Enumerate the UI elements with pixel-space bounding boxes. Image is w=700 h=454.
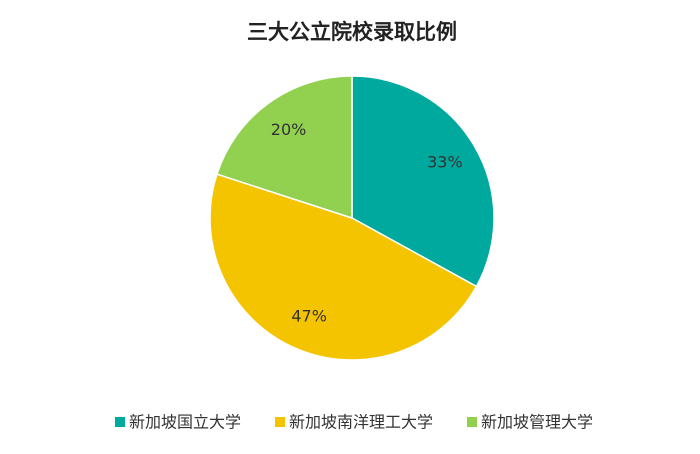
legend-swatch <box>275 417 285 427</box>
data-label: 47% <box>291 307 327 326</box>
data-label: 33% <box>427 153 463 172</box>
legend-label: 新加坡管理大学 <box>481 413 593 432</box>
pie-slice <box>209 173 478 361</box>
legend-label: 新加坡南洋理工大学 <box>289 413 433 432</box>
legend-swatch <box>115 417 125 427</box>
pie-slice <box>216 75 353 220</box>
chart-title: 三大公立院校录取比例 <box>247 20 457 44</box>
legend-swatch <box>467 417 477 427</box>
pie-slice <box>351 75 495 288</box>
legend-label: 新加坡国立大学 <box>129 413 241 432</box>
data-label: 20% <box>271 120 307 139</box>
